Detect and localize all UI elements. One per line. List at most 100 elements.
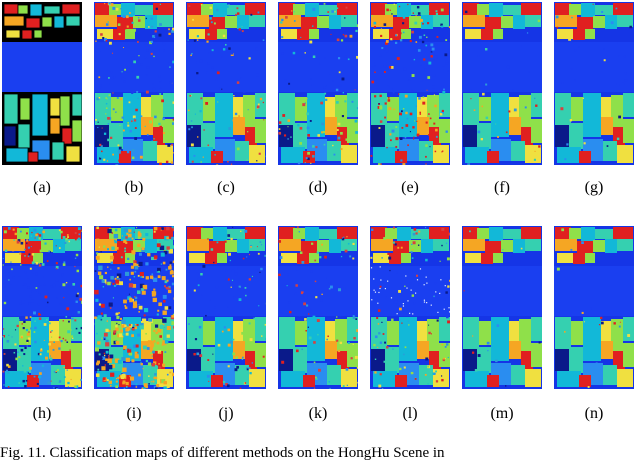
noise-speckle — [318, 369, 321, 372]
noise-speckle — [370, 87, 371, 88]
noise-speckle — [34, 229, 37, 232]
noise-speckle — [441, 344, 442, 345]
noise-speckle — [169, 66, 171, 68]
noise-speckle — [13, 229, 15, 231]
noise-speckle — [319, 256, 321, 258]
noise-speckle — [578, 46, 579, 47]
field-region — [603, 365, 617, 385]
field-region — [577, 17, 593, 29]
noise-speckle — [440, 113, 442, 115]
field-region — [595, 229, 613, 239]
noise-speckle — [413, 12, 414, 13]
noise-speckle — [198, 284, 200, 286]
noise-speckle — [412, 249, 413, 250]
field-region — [557, 371, 581, 387]
noise-speckle — [147, 253, 150, 256]
noise-speckle — [117, 91, 118, 92]
noise-speckle — [392, 130, 395, 133]
noise-speckle — [80, 274, 82, 276]
noise-speckle — [249, 322, 251, 324]
noise-speckle — [313, 316, 316, 319]
noise-speckle — [291, 10, 292, 11]
field-region — [617, 239, 633, 251]
noise-speckle — [326, 339, 327, 340]
noise-speckle — [356, 329, 358, 332]
noise-speckle — [301, 295, 304, 298]
noise-speckle — [101, 313, 103, 315]
field-region — [385, 228, 397, 239]
noise-speckle — [430, 289, 432, 291]
noise-speckle — [446, 343, 448, 345]
noise-speckle — [172, 275, 174, 277]
noise-speckle — [193, 353, 195, 355]
noise-speckle — [137, 155, 138, 156]
noise-speckle — [306, 112, 309, 115]
noise-speckle — [96, 239, 99, 242]
noise-speckle — [214, 307, 216, 309]
noise-speckle — [242, 358, 244, 360]
noise-speckle — [355, 356, 358, 359]
noise-speckle — [37, 383, 39, 385]
noise-speckle — [135, 127, 137, 129]
noise-speckle — [309, 41, 312, 44]
field-region — [317, 240, 329, 252]
noise-speckle — [68, 321, 70, 323]
noise-speckle — [234, 368, 237, 371]
noise-speckle — [26, 380, 28, 382]
noise-speckle — [401, 127, 403, 129]
noise-speckle — [101, 304, 105, 308]
noise-speckle — [260, 268, 262, 270]
noise-speckle — [80, 249, 81, 250]
noise-speckle — [348, 243, 350, 245]
noise-speckle — [137, 244, 140, 247]
noise-speckle — [162, 42, 165, 45]
noise-speckle — [437, 312, 438, 313]
panel-label: (h) — [0, 405, 87, 423]
noise-speckle — [140, 156, 143, 159]
noise-speckle — [377, 269, 379, 271]
noise-speckle — [240, 77, 241, 78]
noise-speckle — [407, 144, 409, 146]
noise-speckle — [399, 115, 402, 118]
noise-speckle — [308, 327, 309, 328]
noise-speckle — [411, 290, 412, 291]
field-region — [603, 141, 617, 161]
noise-speckle — [521, 106, 522, 107]
noise-speckle — [27, 333, 30, 336]
noise-speckle — [197, 35, 199, 37]
noise-speckle — [289, 354, 291, 356]
noise-speckle — [378, 332, 380, 334]
noise-speckle — [384, 117, 386, 119]
noise-speckle — [249, 372, 251, 374]
noise-speckle — [144, 308, 148, 312]
noise-speckle — [486, 117, 488, 119]
field-region — [583, 317, 601, 361]
noise-speckle — [120, 73, 121, 74]
noise-speckle — [289, 311, 291, 313]
noise-speckle — [100, 251, 101, 252]
noise-speckle — [298, 162, 300, 164]
field-region — [281, 371, 305, 387]
noise-speckle — [4, 286, 6, 288]
noise-speckle — [112, 349, 116, 353]
noise-speckle — [443, 89, 445, 91]
noise-speckle — [159, 126, 162, 129]
field-region — [489, 3, 503, 17]
field-region — [481, 253, 493, 264]
noise-speckle — [119, 333, 123, 337]
noise-speckle — [129, 12, 131, 14]
noise-speckle — [483, 314, 485, 316]
noise-speckle — [604, 59, 606, 61]
noise-speckle — [259, 153, 261, 155]
field-region — [279, 93, 295, 125]
noise-speckle — [127, 26, 129, 28]
noise-speckle — [99, 275, 103, 279]
noise-speckle — [390, 10, 391, 11]
noise-speckle — [418, 245, 419, 246]
noise-speckle — [404, 286, 405, 287]
noise-speckle — [162, 311, 166, 315]
noise-speckle — [123, 15, 126, 18]
noise-speckle — [60, 231, 63, 234]
field-region — [569, 4, 581, 15]
noise-speckle — [308, 313, 309, 314]
